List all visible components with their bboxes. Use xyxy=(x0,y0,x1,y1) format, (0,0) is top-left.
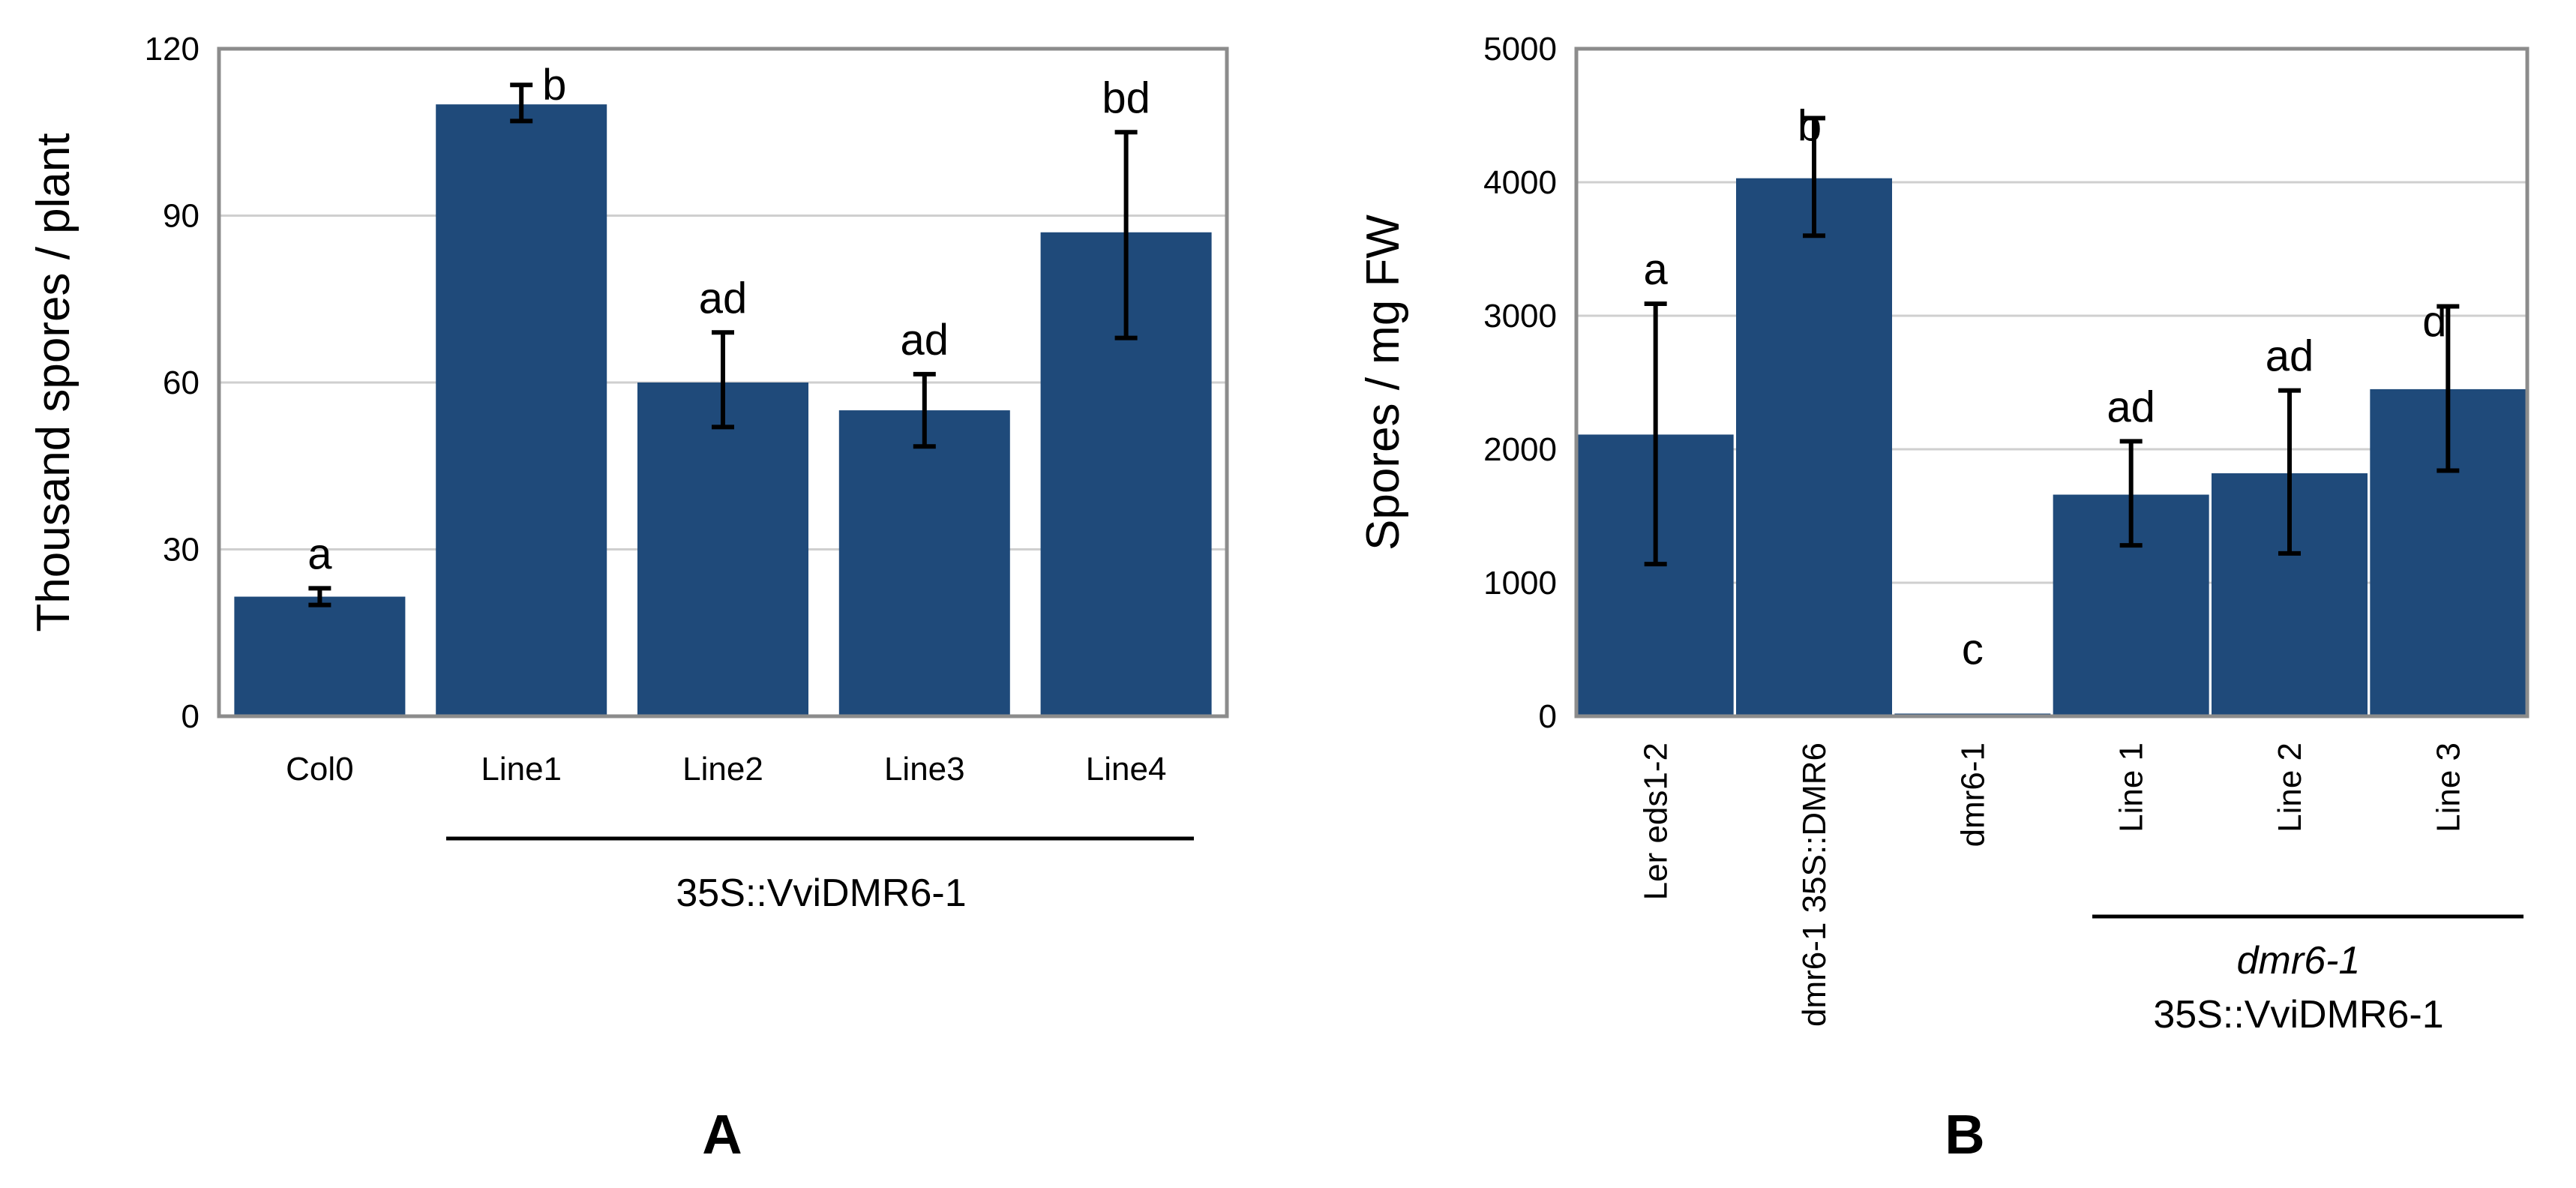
panel-b-plot-frame xyxy=(1574,46,2530,718)
bar xyxy=(234,596,406,716)
panel-a-significance-letters: a b ad ad bd xyxy=(307,61,1150,578)
y-tick-label: 90 xyxy=(163,198,199,235)
significance-letter: d xyxy=(2422,298,2446,346)
x-tick-label: Line3 xyxy=(884,751,965,788)
panel-a-y-axis-label: Thousand spores / plant xyxy=(28,133,79,632)
panel-a-error-bars xyxy=(308,82,1138,608)
significance-letter: ad xyxy=(901,316,949,364)
x-tick-label: Line 3 xyxy=(2430,742,2467,832)
significance-letter: ad xyxy=(2266,332,2314,381)
panel-b: 0 1000 2000 3000 4000 5000 Ler eds1-2 dm… xyxy=(1357,31,2530,1166)
y-tick-label: 60 xyxy=(163,364,199,401)
y-tick-label: 0 xyxy=(1539,698,1557,735)
y-tick-label: 1000 xyxy=(1483,565,1557,602)
x-tick-label: Ler eds1-2 xyxy=(1638,742,1675,900)
bar xyxy=(637,382,808,716)
y-tick-label: 3000 xyxy=(1483,298,1557,334)
y-tick-label: 120 xyxy=(145,31,199,68)
y-tick-label: 5000 xyxy=(1483,31,1557,68)
x-tick-label: Col0 xyxy=(286,751,354,788)
bar xyxy=(436,104,607,716)
panel-a-plot-frame xyxy=(217,46,1229,718)
x-tick-label: Line 2 xyxy=(2272,742,2308,832)
significance-letter: b xyxy=(1798,102,1822,151)
panel-a-x-tick-labels: Col0 Line1 Line2 Line3 Line4 xyxy=(286,751,1166,788)
significance-letter: c xyxy=(1962,625,1984,674)
panel-b-y-axis-label: Spores / mg FW xyxy=(1357,214,1409,550)
panel-b-label: B xyxy=(1945,1103,1984,1166)
panel-b-significance-letters: a b c ad ad d xyxy=(1644,102,2447,674)
bar xyxy=(838,410,1010,716)
x-tick-label: Line1 xyxy=(481,751,562,788)
significance-letter: bd xyxy=(1102,74,1150,122)
panel-b-group-label-genotype: dmr6-1 xyxy=(2237,939,2361,982)
panel-a: 0 30 60 90 120 Col0 Line1 Line2 Line3 Li… xyxy=(28,31,1229,1166)
x-tick-label: Line4 xyxy=(1086,751,1167,788)
y-tick-label: 4000 xyxy=(1483,164,1557,201)
significance-letter: a xyxy=(307,530,332,578)
panel-a-label: A xyxy=(702,1103,742,1166)
y-tick-label: 0 xyxy=(181,698,199,735)
panel-b-x-tick-labels: Ler eds1-2 dmr6-1 35S::DMR6 dmr6-1 Line … xyxy=(1638,742,2467,1027)
significance-letter: ad xyxy=(2107,382,2155,431)
y-tick-label: 30 xyxy=(163,532,199,568)
panel-b-bars xyxy=(1577,178,2527,716)
panel-a-group-label: 35S::VviDMR6-1 xyxy=(676,872,966,915)
significance-letter: b xyxy=(542,61,566,110)
significance-letter: ad xyxy=(699,274,748,322)
x-tick-label: dmr6-1 35S::DMR6 xyxy=(1796,742,1833,1027)
panel-b-error-bars xyxy=(1644,116,2460,567)
x-tick-label: Line2 xyxy=(682,751,763,788)
panel-b-group-label-construct: 35S::VviDMR6-1 xyxy=(2153,993,2443,1036)
significance-letter: a xyxy=(1644,245,1669,294)
x-tick-label: dmr6-1 xyxy=(1954,742,1991,847)
panel-a-y-tick-labels: 0 30 60 90 120 xyxy=(145,31,199,735)
panel-a-bars xyxy=(234,104,1212,716)
x-tick-label: Line 1 xyxy=(2113,742,2150,832)
bar xyxy=(1736,178,1892,716)
panel-b-y-tick-labels: 0 1000 2000 3000 4000 5000 xyxy=(1483,31,1557,735)
panel-b-gridlines xyxy=(1576,181,2527,584)
y-tick-label: 2000 xyxy=(1483,431,1557,468)
